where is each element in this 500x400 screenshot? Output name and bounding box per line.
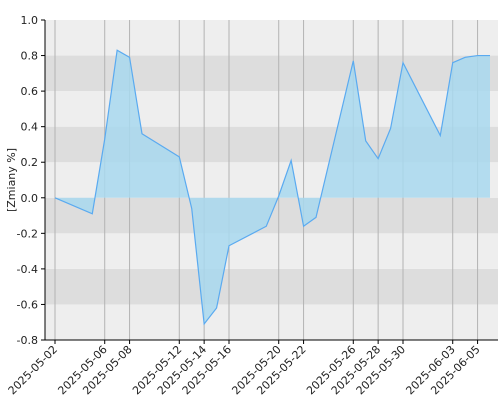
band bbox=[45, 20, 498, 56]
series-line bbox=[54, 49, 490, 326]
band bbox=[45, 233, 498, 269]
band bbox=[45, 268, 498, 305]
y-tick-label: 0.0 bbox=[21, 192, 39, 205]
y-axis-label: [Zmiany %] bbox=[5, 148, 18, 212]
y-tick-label: -0.2 bbox=[17, 227, 38, 240]
y-tick-labels: 1.0 0.8 0.6 0.4 0.2 0.0 -0.2 -0.4 -0.6 -0.8 bbox=[17, 14, 38, 347]
y-tick-label: -0.8 bbox=[17, 334, 38, 347]
y-tick-label: 0.8 bbox=[21, 50, 39, 63]
y-tick-label: 1.0 bbox=[21, 14, 39, 27]
band bbox=[45, 304, 498, 340]
data-series bbox=[54, 49, 490, 326]
x-tick-labels: 2025-05-022025-05-062025-05-082025-05-12… bbox=[6, 343, 483, 397]
axes bbox=[41, 19, 498, 344]
y-tick-label: 0.4 bbox=[21, 121, 39, 134]
y-tick-label: 0.6 bbox=[21, 85, 39, 98]
y-tick-label: 0.2 bbox=[21, 156, 39, 169]
y-tick-label: -0.4 bbox=[17, 263, 38, 276]
y-tick-label: -0.6 bbox=[17, 298, 38, 311]
x-tick-label: 2025-05-02 bbox=[6, 343, 60, 397]
series-area bbox=[55, 50, 490, 324]
